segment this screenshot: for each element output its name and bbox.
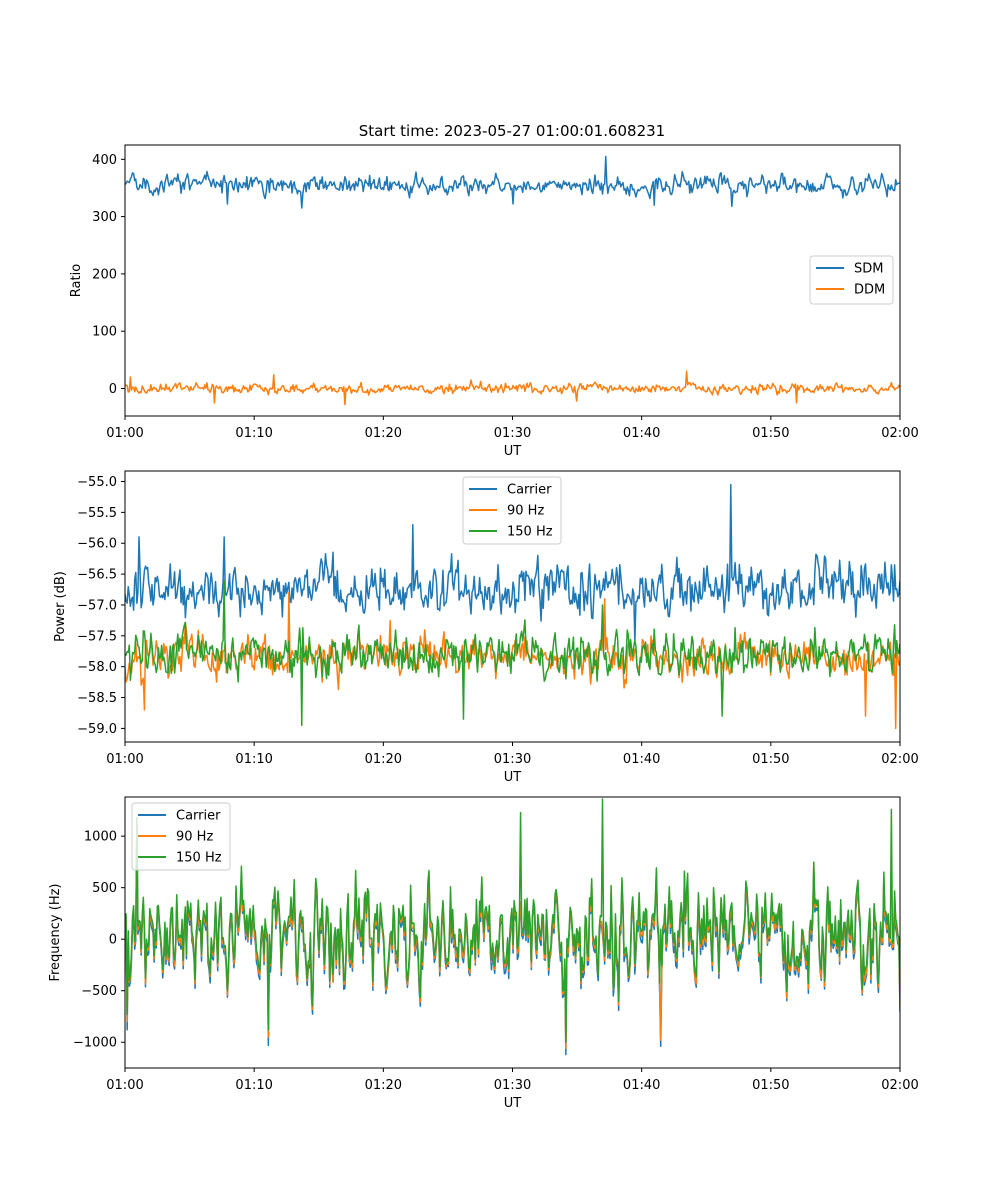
y-tick-label: 100	[92, 325, 117, 340]
legend-label: SDM	[854, 262, 883, 277]
y-tick-label: −58.0	[77, 660, 117, 675]
legend: SDM DDM	[809, 255, 894, 305]
legend-box	[462, 476, 562, 545]
y-tick-label: 400	[92, 153, 117, 168]
series-line-1-1	[125, 155, 900, 209]
x-tick-label: 01:20	[365, 752, 402, 767]
x-axis-label: UT	[504, 444, 522, 459]
y-axis-label: Power (dB)	[53, 571, 68, 642]
panel-2: 01:00 01:10 01:20 01:30 01:40 01:50 02:00 −59.0…	[53, 470, 919, 785]
x-tick-label: 01:00	[106, 426, 143, 441]
y-tick-label: 500	[92, 881, 117, 896]
y-tick-label: 0	[109, 382, 117, 397]
y-tick-label: −57.0	[77, 598, 117, 613]
series-line-3-3	[125, 798, 900, 1043]
y-tick-label: −59.0	[77, 722, 117, 737]
x-axis-label: UT	[504, 1096, 522, 1111]
x-tick-label: 01:20	[365, 426, 402, 441]
y-tick-label: 1000	[84, 830, 117, 845]
legend: Carrier 90 Hz 150 Hz	[462, 476, 562, 545]
legend-label: 150 Hz	[176, 851, 222, 866]
y-tick-label: −55.0	[77, 475, 117, 490]
chart-title: Start time: 2023-05-27 01:00:01.608231	[359, 122, 665, 140]
y-tick-label: 300	[92, 210, 117, 225]
y-tick-label: −1000	[73, 1036, 117, 1051]
x-tick-label: 02:00	[881, 1078, 918, 1093]
x-tick-label: 01:40	[623, 426, 660, 441]
x-tick-label: 02:00	[881, 426, 918, 441]
legend-box	[131, 802, 231, 871]
legend-label: 150 Hz	[507, 525, 553, 540]
x-tick-label: 01:30	[494, 1078, 531, 1093]
x-tick-label: 01:50	[752, 1078, 789, 1093]
y-axis-label: Frequency (Hz)	[48, 883, 63, 981]
x-tick-label: 02:00	[881, 752, 918, 767]
x-tick-label: 01:50	[752, 752, 789, 767]
series-line-2-3	[125, 579, 900, 727]
legend-label: 90 Hz	[507, 504, 544, 519]
x-tick-label: 01:00	[106, 1078, 143, 1093]
x-tick-label: 01:40	[623, 1078, 660, 1093]
y-tick-label: −500	[81, 984, 117, 999]
legend-label: Carrier	[176, 809, 221, 824]
y-tick-label: −56.0	[77, 537, 117, 552]
x-tick-label: 01:30	[494, 752, 531, 767]
legend-label: DDM	[854, 283, 885, 298]
panel-3: 01:00 01:10 01:20 01:30 01:40 01:50 02:00 −1000…	[48, 796, 919, 1111]
series-line-2-1	[125, 483, 900, 643]
y-axis-label: Ratio	[69, 264, 84, 297]
y-tick-label: −58.5	[77, 691, 117, 706]
legend-label: 90 Hz	[176, 830, 213, 845]
x-tick-label: 01:10	[235, 426, 272, 441]
x-tick-label: 01:50	[752, 426, 789, 441]
y-tick-label: 200	[92, 267, 117, 282]
legend-label: Carrier	[507, 483, 552, 498]
y-tick-label: 0	[109, 933, 117, 948]
panel-1: 01:00 01:10 01:20 01:30 01:40 01:50 02:00 0 100 2…	[69, 144, 919, 459]
y-tick-label: −55.5	[77, 506, 117, 521]
x-tick-label: 01:20	[365, 1078, 402, 1093]
x-tick-label: 01:10	[235, 1078, 272, 1093]
y-tick-label: −57.5	[77, 629, 117, 644]
x-tick-label: 01:30	[494, 426, 531, 441]
series-line-1-2	[125, 370, 900, 406]
x-tick-label: 01:00	[106, 752, 143, 767]
legend: Carrier 90 Hz 150 Hz	[131, 802, 231, 871]
x-tick-label: 01:40	[623, 752, 660, 767]
x-axis-label: UT	[504, 770, 522, 785]
y-tick-label: −56.5	[77, 568, 117, 583]
x-tick-label: 01:10	[235, 752, 272, 767]
